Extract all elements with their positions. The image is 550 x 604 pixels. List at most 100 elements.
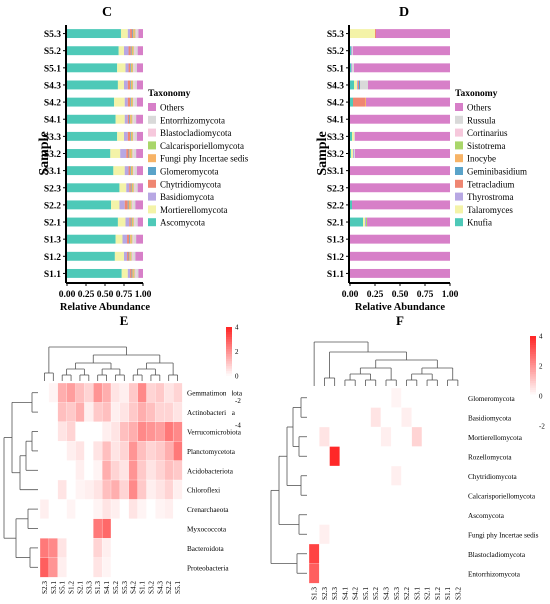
bar-s5-3-tetracladium bbox=[375, 29, 376, 39]
cell-acidobacteriota-s2-2 bbox=[164, 460, 174, 481]
bar-s4-3-russula bbox=[360, 80, 368, 90]
cell-blastocladiomycota-s3-2 bbox=[452, 543, 464, 564]
bar-s3-3-talaromyces bbox=[352, 131, 354, 141]
bar-s1-2-blastocladiomycota bbox=[131, 251, 134, 261]
colorbar-segment bbox=[226, 388, 232, 392]
cell-chloroflexi-s4-2 bbox=[128, 479, 139, 500]
cell-mortierellomycota-s1-1 bbox=[442, 426, 454, 447]
cell-crenarchaeota-s2-1 bbox=[75, 499, 85, 520]
legend-entry-geminibasidium: Geminibasidium bbox=[467, 167, 527, 177]
colorbar-segment bbox=[530, 369, 536, 373]
bar-s4-2-basidiomycota bbox=[124, 97, 128, 107]
bar-s2-1-basidiomycota bbox=[125, 217, 130, 227]
colorbar-segment bbox=[226, 363, 232, 367]
cell-chloroflexi-s5-1 bbox=[57, 479, 68, 500]
cell-ascomycota-s1-1 bbox=[442, 504, 454, 525]
legend-swatch-blastocladiomycota bbox=[148, 128, 156, 137]
cell-verrucomicrobiota-s4-3 bbox=[155, 421, 165, 442]
bar-s1-1-ascomycota bbox=[67, 268, 122, 278]
cell-verrucomicrobiota-s3-2 bbox=[146, 421, 156, 442]
legend-swatch-basidiomycota bbox=[148, 192, 156, 201]
cell-bacteroidota-s3-2 bbox=[146, 538, 156, 559]
cell-gemmatimonadota-s1-2 bbox=[66, 382, 76, 403]
bar-s5-2-fungi-phy-incertae-sedis bbox=[131, 46, 134, 56]
bar-s5-1-others bbox=[354, 63, 450, 73]
cell-basidiomycota-s2-2 bbox=[401, 407, 413, 428]
colorbar-tick-label: 2 bbox=[235, 348, 239, 356]
colorbar-segment bbox=[226, 346, 232, 350]
colorbar-segment bbox=[226, 351, 232, 355]
cell-myxococcota-s2-2 bbox=[164, 518, 174, 539]
y-tick-label: S5.1 bbox=[327, 64, 344, 74]
cell-myxococcota-s2-1 bbox=[75, 518, 85, 539]
cell-glomeromycota-s3-3 bbox=[329, 387, 341, 408]
bar-s2-1-thyrostroma bbox=[365, 217, 366, 227]
bar-s2-3-blastocladiomycota bbox=[133, 183, 136, 193]
bar-s3-3-calcarisporiellomycota bbox=[132, 131, 134, 141]
cell-blastocladiomycota-s5-1 bbox=[360, 543, 372, 564]
row-label-actinobacteriota: Actinobacteriota bbox=[187, 409, 236, 417]
cell-chloroflexi-s1-2 bbox=[66, 479, 76, 500]
cell-verrucomicrobiota-s1-2 bbox=[66, 421, 76, 442]
bar-s3-2-russula bbox=[354, 149, 355, 158]
colorbar-segment bbox=[530, 421, 536, 425]
cell-mortierellomycota-s1-2 bbox=[432, 426, 443, 447]
bar-s2-1-talaromyces bbox=[363, 217, 365, 227]
bar-s5-2-basidiomycota bbox=[124, 46, 129, 56]
cell-crenarchaeota-s5-1 bbox=[172, 499, 183, 520]
cell-ascomycota-s3-1 bbox=[411, 504, 423, 525]
cell-proteobacteria-s5-3 bbox=[119, 557, 130, 578]
cell-proteobacteria-s1-2 bbox=[66, 557, 76, 578]
cell-blastocladiomycota-s1-3 bbox=[308, 543, 320, 564]
x-tick-label: 0.75 bbox=[116, 290, 133, 300]
cell-acidobacteriota-s3-2 bbox=[146, 460, 156, 481]
bar-s5-3-talaromyces bbox=[350, 29, 375, 39]
bar-s1-1-calcarisporiellomycota bbox=[133, 268, 135, 278]
bar-s1-1-basidiomycota bbox=[127, 268, 131, 278]
cell-gemmatimonadota-s5-1 bbox=[57, 382, 68, 403]
cell-ascomycota-s3-2 bbox=[452, 504, 464, 525]
bar-s3-3-ascomycota bbox=[67, 131, 118, 141]
bar-s3-2-fungi-phy-incertae-sedis bbox=[129, 149, 132, 158]
cell-planctomycetota-s5-1 bbox=[57, 441, 68, 462]
bar-s3-2-chytridiomycota bbox=[126, 149, 129, 158]
cell-ascomycota-s3-3 bbox=[329, 504, 341, 525]
cell-basidiomycota-s4-2 bbox=[349, 407, 361, 428]
cell-bacteroidota-s3-1 bbox=[48, 538, 59, 559]
cell-proteobacteria-s3-3 bbox=[84, 557, 94, 578]
bar-s4-3-fungi-phy-incertae-sedis bbox=[130, 80, 133, 90]
bar-s2-2-blastocladiomycota bbox=[131, 200, 134, 210]
cell-mortierellomycota-s2-1 bbox=[421, 426, 433, 447]
panel-d-stacked-bar: S5.3 S5.2 S5.1 S4.3 S4.2 S4.1 S3.3 S3.2 S3.1 S2.3… bbox=[315, 25, 527, 313]
cell-bacteroidota-s5-1 bbox=[172, 538, 183, 559]
cell-planctomycetota-s1-1 bbox=[137, 441, 147, 462]
colorbar-segment bbox=[530, 367, 536, 371]
cell-planctomycetota-s4-1 bbox=[101, 441, 112, 462]
cell-calcarisporiellomycota-s4-2 bbox=[349, 485, 361, 506]
cell-basidiomycota-s5-3 bbox=[390, 407, 402, 428]
colorbar-segment bbox=[530, 378, 536, 382]
cell-verrucomicrobiota-s4-1 bbox=[101, 421, 112, 442]
y-tick-label: S1.1 bbox=[327, 270, 344, 280]
cell-bacteroidota-s1-1 bbox=[137, 538, 147, 559]
legend-entry-chytridiomycota: Chytridiomycota bbox=[160, 179, 221, 189]
row-label-entorrhizomycota: Entorrhizomycota bbox=[468, 570, 521, 578]
cell-crenarchaeota-s1-2 bbox=[66, 499, 76, 520]
cell-calcarisporiellomycota-s3-1 bbox=[411, 485, 423, 506]
cell-entorrhizomycota-s2-1 bbox=[421, 563, 433, 584]
bar-s3-1-chytridiomycota bbox=[128, 166, 131, 176]
bar-s1-2-entorrhizomycota bbox=[133, 251, 136, 261]
cell-bacteroidota-s5-2 bbox=[110, 538, 121, 559]
colorbar-segment bbox=[530, 372, 536, 375]
cell-planctomycetota-s3-1 bbox=[48, 441, 59, 462]
bar-s1-1-blastocladiomycota bbox=[134, 268, 137, 278]
bar-s4-3-blastocladiomycota bbox=[133, 80, 135, 90]
cell-rozellomycota-s2-2 bbox=[401, 446, 413, 467]
bar-s5-2-russula bbox=[352, 46, 353, 56]
cell-mortierellomycota-s5-2 bbox=[370, 426, 382, 447]
colorbar-segment bbox=[226, 390, 232, 394]
column-label: S5.1 bbox=[362, 587, 370, 600]
colorbar-segment bbox=[530, 383, 536, 386]
bar-s2-3-ascomycota bbox=[67, 183, 120, 193]
x-tick-label: 0.25 bbox=[367, 290, 384, 300]
